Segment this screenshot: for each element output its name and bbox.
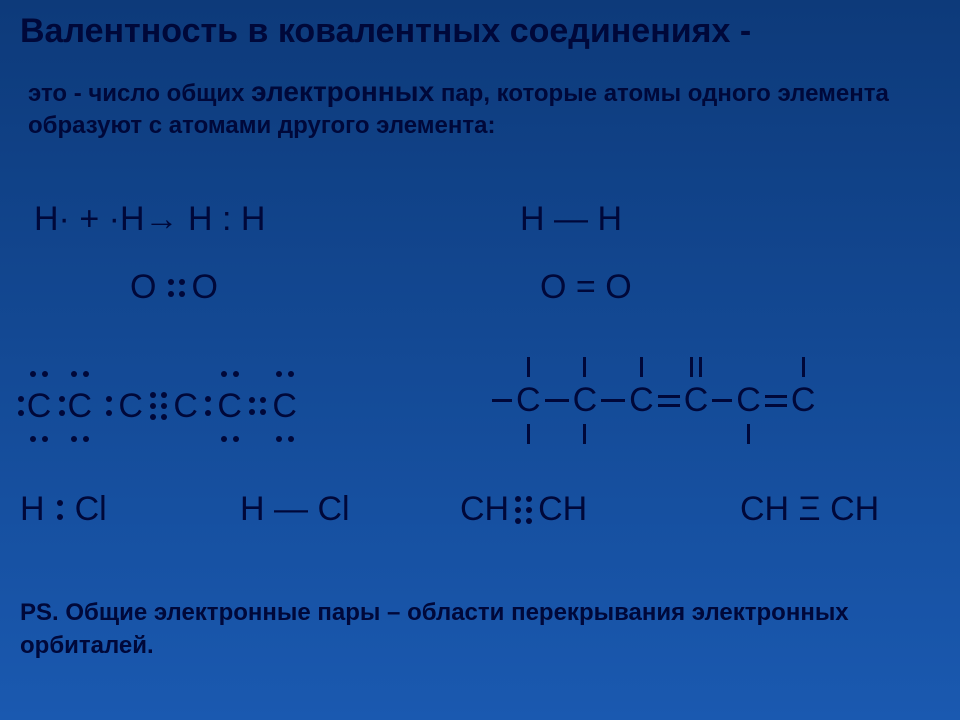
formula-c6-lewis: С С СССС bbox=[18, 372, 298, 426]
formula-h2-lewis: Н· + ·Н→ Н : Н bbox=[34, 200, 265, 239]
group-ch: СН bbox=[460, 490, 509, 529]
formula-o2-lewis: О О bbox=[130, 268, 218, 307]
formula-o2-struct: О = О bbox=[540, 268, 632, 307]
formula-c2h2-lewis: СН СН bbox=[460, 490, 587, 529]
slide-title: Валентность в ковалентных соединениях - bbox=[20, 12, 960, 51]
slide: Валентность в ковалентных соединениях - … bbox=[0, 0, 960, 720]
triple-bond-dots bbox=[515, 496, 532, 524]
group-ch: СН bbox=[538, 490, 587, 529]
postscript-text: PS. Общие электронные пары – области пер… bbox=[20, 597, 936, 662]
formula-h2-struct: Н — Н bbox=[520, 200, 622, 239]
atom-cl: Сl bbox=[75, 490, 107, 529]
formula-c6-struct: СССССС bbox=[488, 372, 815, 420]
double-bond-dots bbox=[168, 279, 185, 297]
definition-pre: это - число общих bbox=[28, 80, 251, 107]
formula-hcl-struct: Н — Сl bbox=[240, 490, 350, 529]
definition-text: это - число общих электронных пар, котор… bbox=[28, 74, 936, 142]
single-bond-dots bbox=[57, 500, 63, 520]
atom-h: Н bbox=[20, 490, 45, 529]
formula-c2h2-struct: СН Ξ СН bbox=[740, 490, 879, 529]
atom-o: О bbox=[191, 268, 217, 307]
definition-accent: электронных bbox=[251, 76, 434, 107]
formula-hcl-lewis: Н Сl bbox=[20, 490, 107, 529]
atom-o: О bbox=[130, 268, 156, 307]
